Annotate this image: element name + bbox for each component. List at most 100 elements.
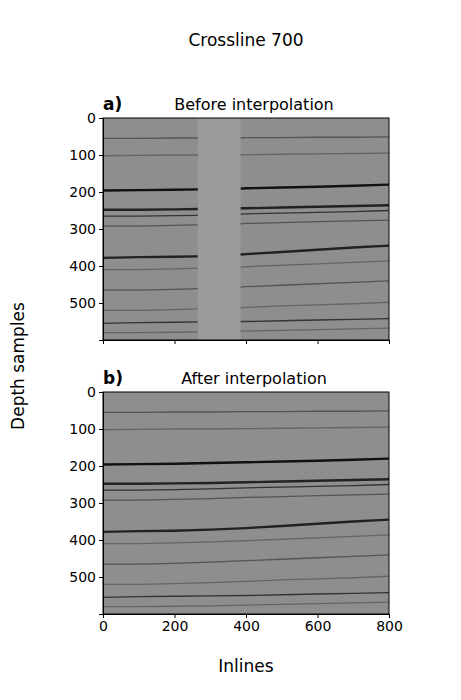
tick-mark — [99, 540, 103, 541]
horizon — [103, 411, 389, 412]
tick: 200 — [162, 614, 189, 634]
horizon — [103, 427, 389, 430]
tick-mark — [99, 229, 103, 230]
horizon — [103, 261, 389, 270]
panel-label: a) — [103, 94, 122, 114]
horizon — [103, 211, 389, 217]
tick: 800 — [376, 614, 403, 634]
tick-label: 200 — [162, 618, 189, 634]
tick-label: 500 — [69, 569, 96, 585]
y-axis: 0 100 200 300 400 500 — [69, 384, 103, 615]
frame — [103, 118, 389, 340]
tick-mark — [246, 340, 247, 344]
plot-area — [103, 392, 389, 614]
horizon — [103, 319, 389, 324]
horizon — [103, 494, 389, 500]
horizon — [103, 328, 389, 332]
horizon — [103, 302, 389, 310]
tick-mark — [99, 429, 103, 430]
tick — [246, 340, 247, 344]
axis-line — [104, 341, 390, 345]
tick: 100 — [69, 421, 103, 437]
y-axis: 0 100 200 300 400 500 — [69, 110, 103, 341]
tick-label: 200 — [69, 458, 96, 474]
horizon — [103, 485, 389, 491]
tick-mark — [99, 503, 103, 504]
horizon — [103, 593, 389, 598]
tick: 600 — [305, 614, 332, 634]
horizon — [103, 479, 389, 483]
horizon — [103, 555, 389, 564]
panel: 0 200 400 600 800 0 100 200 300 400 500 b) After int… — [69, 368, 403, 634]
tick: 100 — [69, 147, 103, 163]
background — [103, 118, 389, 340]
tick-label: 500 — [69, 295, 96, 311]
horizon — [103, 602, 389, 606]
tick: 400 — [233, 614, 260, 634]
panel-title: After interpolation — [181, 369, 327, 388]
tick-mark — [99, 577, 103, 578]
tick-mark — [99, 192, 103, 193]
horizon — [103, 153, 389, 156]
tick-label: 0 — [87, 384, 96, 400]
tick-label: 300 — [69, 221, 96, 237]
tick — [175, 340, 176, 344]
tick: 500 — [69, 569, 103, 585]
tick: 200 — [69, 458, 103, 474]
panel-label: b) — [103, 368, 123, 388]
tick-label: 300 — [69, 495, 96, 511]
tick: 500 — [69, 295, 103, 311]
tick-mark — [99, 392, 103, 393]
y-axis-title: Depth samples — [8, 302, 28, 430]
tick-mark — [99, 303, 103, 304]
horizon — [103, 459, 389, 465]
x-axis-title: Inlines — [218, 656, 273, 676]
tick: 400 — [69, 258, 103, 274]
tick-mark — [99, 466, 103, 467]
tick-mark — [389, 340, 390, 344]
horizon — [103, 185, 389, 191]
tick-label: 200 — [69, 184, 96, 200]
background — [103, 392, 389, 614]
tick-mark — [175, 340, 176, 344]
panel: 0 100 200 300 400 500 a) Before interpolation — [69, 94, 389, 344]
tick-label: 800 — [376, 618, 403, 634]
x-axis: 0 200 400 600 800 — [99, 614, 403, 634]
horizon — [103, 520, 389, 532]
tick: 400 — [69, 532, 103, 548]
tick-label: 0 — [87, 110, 96, 126]
tick-mark — [99, 118, 103, 119]
tick-label: 100 — [69, 421, 96, 437]
horizon — [103, 576, 389, 584]
tick-mark — [99, 155, 103, 156]
tick: 300 — [69, 221, 103, 237]
tick-label: 400 — [69, 258, 96, 274]
frame — [103, 392, 389, 614]
tick — [389, 340, 390, 344]
horizon — [103, 205, 389, 209]
tick — [318, 340, 319, 344]
figure: Crossline 700 0 100 200 300 400 500 a) Before in… — [0, 0, 461, 700]
suptitle: Crossline 700 — [188, 30, 303, 50]
horizon — [103, 246, 389, 258]
horizon — [103, 137, 389, 138]
panel-title: Before interpolation — [174, 95, 334, 114]
missing-zone — [198, 118, 241, 340]
tick-label: 600 — [305, 618, 332, 634]
tick: 200 — [69, 184, 103, 200]
x-axis — [104, 340, 390, 344]
tick: 0 — [99, 614, 108, 634]
tick: 0 — [87, 110, 103, 126]
tick-label: 400 — [233, 618, 260, 634]
tick-label: 400 — [69, 532, 96, 548]
horizon — [103, 281, 389, 290]
tick-mark — [99, 266, 103, 267]
tick-label: 0 — [99, 618, 108, 634]
plot-area — [103, 118, 389, 340]
horizon — [103, 535, 389, 544]
horizon — [103, 220, 389, 226]
tick-mark — [318, 340, 319, 344]
tick-label: 100 — [69, 147, 96, 163]
tick: 0 — [87, 384, 103, 400]
tick: 300 — [69, 495, 103, 511]
